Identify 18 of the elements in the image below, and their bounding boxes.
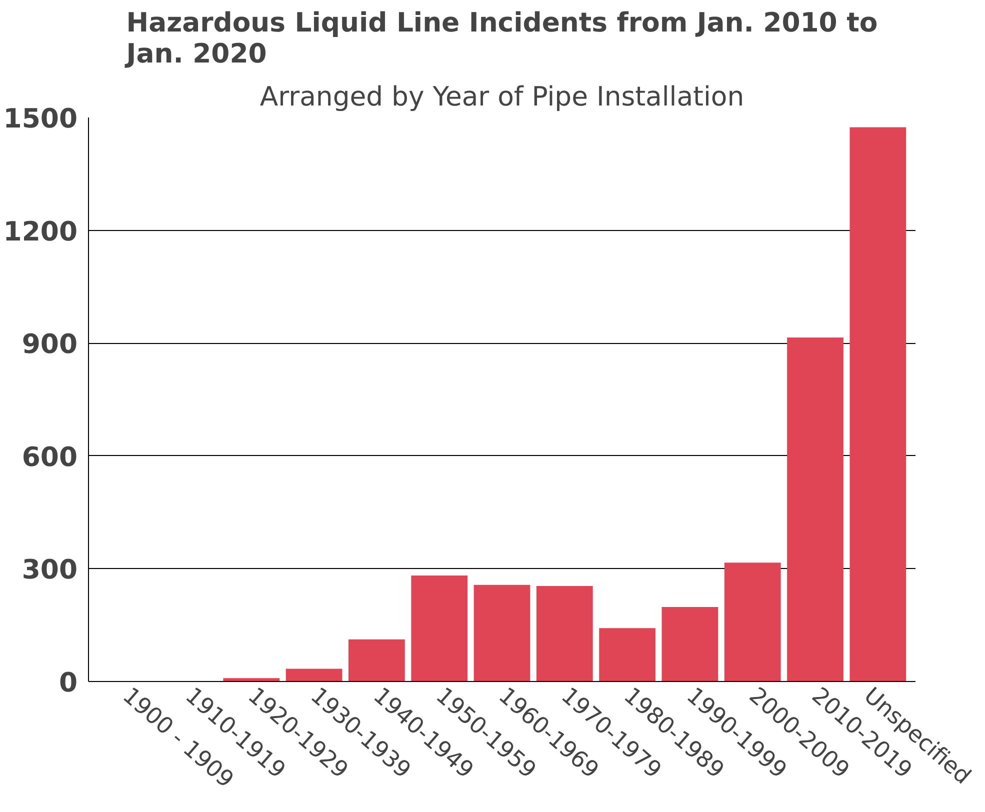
y-tick-label: 600 [22,442,78,473]
y-tick-label: 0 [58,668,78,698]
y-tick-label: 1200 [3,216,78,248]
bar [286,668,342,682]
bar [599,628,656,682]
bar [787,337,844,682]
y-tick-label: 900 [22,329,78,360]
bar [850,127,906,682]
chart-title: Hazardous Liquid Line Incidents from Jan. 2010 to Jan. 2020 [124,8,878,70]
bar [474,584,530,682]
bar [348,639,405,682]
chart-subtitle: Arranged by Year of Pipe Installation [260,82,744,112]
y-tick-label: 1500 [3,104,78,134]
bar [411,575,468,682]
y-tick-label: 300 [22,554,78,586]
bar [662,607,718,682]
bar [724,562,781,682]
bar [536,586,593,682]
